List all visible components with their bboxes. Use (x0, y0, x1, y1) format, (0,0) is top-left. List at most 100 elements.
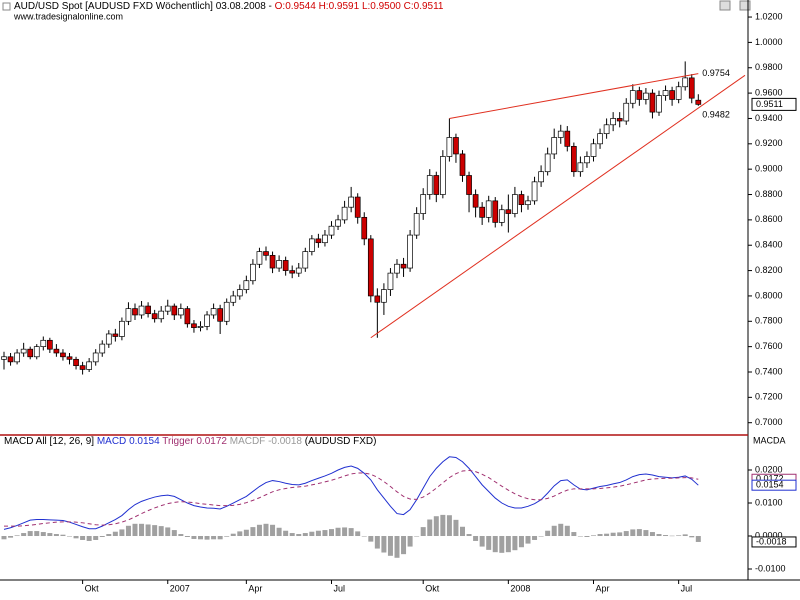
candle-body (479, 206, 485, 218)
value-box-label: 0.0172 (756, 474, 784, 484)
candle-body (328, 225, 335, 236)
histogram-bar (407, 536, 413, 547)
histogram-bar (47, 533, 53, 537)
candle-body (282, 260, 289, 271)
histogram-bar (394, 536, 400, 558)
histogram-bar (381, 536, 387, 553)
histogram-bar (335, 527, 341, 537)
histogram-bar (256, 524, 262, 537)
candle-body (276, 260, 282, 269)
histogram-bar (604, 533, 610, 537)
histogram-bar (27, 531, 33, 537)
histogram-bar (669, 535, 675, 537)
y-tick-label: 0.9800 (755, 62, 783, 72)
candle-body (570, 145, 577, 173)
candle-body (14, 352, 20, 363)
header-title: AUD/USD Spot [AUDUSD FXD Wöchentlich] 03… (14, 1, 275, 12)
histogram-bar (191, 536, 197, 539)
value-box-label: -0.0018 (756, 536, 787, 546)
trendline-label: 0.9754 (702, 68, 730, 78)
candle-body (125, 308, 132, 322)
candle-body (145, 305, 151, 315)
histogram-bar (584, 536, 590, 538)
legend-macdf: MACDF (230, 436, 266, 447)
histogram-bar (315, 530, 321, 537)
histogram-bar (617, 532, 623, 537)
candle-body (420, 194, 427, 214)
candle-body (381, 289, 387, 303)
candle-body (348, 196, 354, 208)
histogram-bar (322, 530, 328, 537)
candle-body (99, 343, 106, 354)
candle-body (564, 130, 571, 147)
histogram-bar (492, 536, 498, 553)
candle-body (407, 234, 413, 269)
histogram-bar (178, 534, 184, 537)
candle-body (158, 310, 165, 320)
histogram-bar (171, 530, 177, 537)
value-box (751, 479, 797, 491)
header-ohlc: O:0.9544 H:0.9591 L:0.9500 C:0.9511 (275, 1, 444, 12)
candle-body (505, 209, 512, 214)
histogram-bar (263, 523, 269, 537)
candle-body (394, 263, 400, 274)
candle-body (79, 365, 86, 370)
histogram-bar (663, 535, 669, 537)
histogram-bar (296, 534, 302, 537)
candle-body (60, 352, 66, 358)
candle-body (433, 175, 440, 195)
histogram-bar (387, 536, 393, 556)
candle-body (492, 200, 499, 223)
header-site: www.tradesignalonline.com (13, 11, 123, 21)
candle-body (426, 175, 433, 195)
histogram-bar (243, 529, 249, 537)
histogram-bar (309, 531, 315, 537)
histogram-bar (368, 536, 374, 542)
candle-body (577, 162, 584, 173)
histogram-bar (414, 536, 420, 537)
histogram-bar (499, 536, 505, 553)
y-tick-label: 1.0000 (755, 37, 783, 47)
histogram-bar (518, 536, 524, 548)
candle-body (243, 280, 250, 290)
candle-body (256, 251, 263, 265)
y-tick-label: 0.9000 (755, 164, 783, 174)
x-tick-label: Jul (334, 583, 346, 593)
price-box-label: 0.9511 (756, 99, 783, 109)
histogram-bar (440, 514, 446, 537)
candle-body (230, 295, 237, 303)
histogram-bar (165, 527, 171, 537)
candle-body (33, 346, 40, 358)
legend-trigger: Trigger (162, 436, 194, 447)
toolbar-button[interactable] (719, 0, 731, 11)
histogram-bar (1, 536, 7, 540)
macd-line (3, 456, 699, 530)
toolbar-button[interactable] (739, 0, 751, 11)
histogram-bar (420, 527, 426, 537)
candle-body (440, 156, 446, 195)
candle-body (132, 308, 138, 316)
candle-body (367, 238, 374, 297)
candle-body (151, 313, 158, 320)
y-tick-label: 0.7200 (755, 392, 783, 402)
candle-body (112, 333, 119, 337)
histogram-bar (99, 536, 105, 538)
candle-body (531, 181, 538, 202)
candle-body (643, 92, 649, 100)
candle-body (7, 356, 14, 363)
y-tick-label: 1.0200 (755, 11, 783, 21)
histogram-bar (538, 536, 544, 537)
candle-body (695, 99, 702, 105)
histogram-bar (623, 531, 629, 537)
candle-body (197, 326, 204, 328)
histogram-bar (473, 536, 479, 541)
candle-body (92, 352, 99, 363)
histogram-bar (564, 525, 570, 537)
candle-body (295, 267, 302, 274)
candle-body (269, 255, 276, 269)
candle-body (544, 153, 551, 173)
candle-body (322, 234, 328, 244)
candle-body (66, 356, 73, 360)
legend-macd: MACD (97, 436, 126, 447)
candle-body (518, 194, 525, 206)
